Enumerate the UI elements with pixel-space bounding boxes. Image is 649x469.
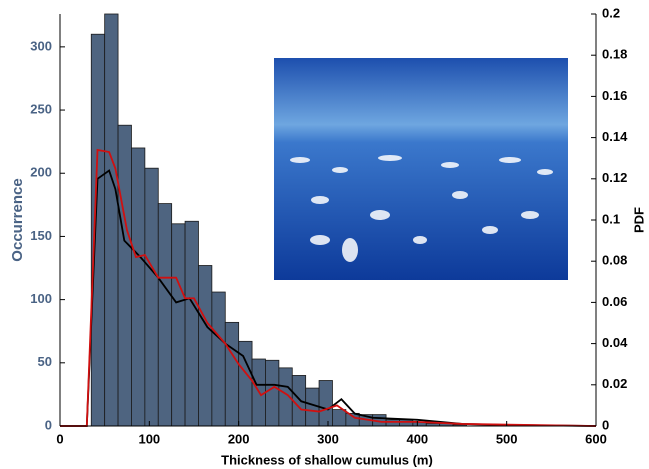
bar (131, 147, 146, 427)
y-axis-label: Occurrence (9, 178, 26, 261)
bar (318, 380, 333, 427)
bar (157, 203, 173, 427)
y2-tick-label: 0.12 (602, 170, 627, 185)
x-tick-label: 400 (406, 431, 428, 446)
x-axis-label: Thickness of shallow cumulus (m) (221, 452, 433, 467)
x-tick-label: 0 (56, 431, 63, 446)
pdf-line (60, 148, 597, 427)
x-tick-label: 600 (585, 431, 607, 446)
y-tick-label: 250 (30, 101, 52, 116)
y2-tick-label: 0.2 (602, 5, 620, 20)
x-tick-label: 200 (228, 431, 250, 446)
y2-tick-label: 0.1 (602, 211, 620, 226)
bar (265, 359, 280, 427)
y-tick-label: 200 (30, 165, 52, 180)
y2-tick-label: 0.16 (602, 88, 627, 103)
y2-tick-label: 0.02 (602, 376, 627, 391)
bar (332, 409, 347, 427)
y-tick-label: 50 (38, 354, 52, 369)
bar (399, 419, 414, 427)
bar (90, 33, 106, 427)
y2-axis-label: PDF (631, 207, 646, 233)
y2-tick-label: 0.04 (602, 335, 628, 350)
y2-tick-label: 0.06 (602, 294, 627, 309)
bar (184, 220, 199, 427)
inset-photo (274, 58, 568, 280)
bar (104, 13, 119, 427)
bar (144, 167, 159, 427)
x-tick-label: 500 (496, 431, 518, 446)
bar (224, 321, 240, 427)
y2-tick-label: 0.18 (602, 47, 627, 62)
y2-tick-label: 0.14 (602, 129, 628, 144)
pdf-line (60, 169, 597, 427)
y2-tick-label: 0 (602, 417, 609, 432)
bar (385, 419, 400, 427)
bar (171, 223, 186, 427)
y-tick-label: 100 (30, 291, 52, 306)
y-tick-label: 150 (30, 228, 52, 243)
x-tick-label: 300 (317, 431, 339, 446)
y-tick-label: 0 (45, 417, 52, 432)
x-tick-label: 100 (138, 431, 160, 446)
y-tick-label: 300 (30, 38, 52, 53)
y2-tick-label: 0.08 (602, 253, 627, 268)
bar (211, 291, 226, 427)
bar (291, 375, 307, 427)
bar (117, 124, 132, 427)
bar (198, 265, 213, 427)
